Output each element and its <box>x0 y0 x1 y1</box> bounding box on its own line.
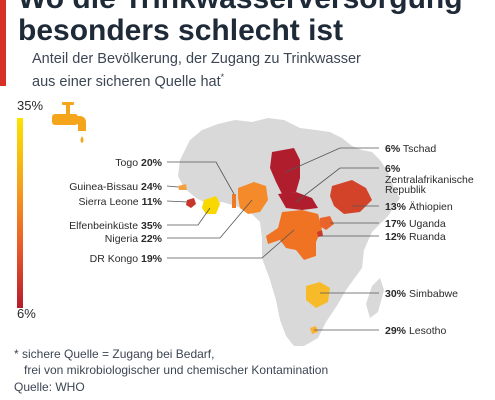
label-dr-kongo-pct: 19% <box>141 253 163 265</box>
label-zar-name-line-1: Zentralafrikanische <box>385 174 474 186</box>
leader-line-sierra-leone <box>166 200 189 203</box>
africa-map: 35% 6% Togo 20% <box>17 98 477 346</box>
leader-line-tschad <box>285 147 379 173</box>
label-togo: Togo 20% <box>115 157 162 169</box>
label-zar: 6% Zentralafrikanische Republik <box>385 163 477 196</box>
country-togo[interactable] <box>232 194 236 208</box>
footnote: * sichere Quelle = Zugang bei Bedarf, fr… <box>14 346 328 378</box>
label-tschad-name: Tschad <box>403 143 436 155</box>
source-note: Quelle: WHO <box>14 380 85 394</box>
label-uganda-name: Uganda <box>409 218 446 230</box>
label-sierra-leone-pct: 11% <box>142 196 163 208</box>
leader-line-zar <box>295 167 379 203</box>
madagascar-landmass <box>366 278 384 318</box>
subtitle: Anteil der Bevölkerung, der Zugang zu Tr… <box>32 50 361 91</box>
label-tschad: 6% Tschad <box>385 143 436 155</box>
subtitle-footnote-mark: * <box>220 72 225 82</box>
leader-lines <box>166 147 379 331</box>
country-dr-kongo[interactable] <box>266 210 322 260</box>
label-simbabwe-name: Simbabwe <box>409 288 458 300</box>
leader-line-dr-kongo <box>167 229 295 259</box>
label-guinea-bissau: Guinea-Bissau 24% <box>69 181 162 193</box>
label-dr-kongo: DR Kongo 19% <box>90 253 163 265</box>
country-elfenbeinkueste[interactable] <box>202 196 220 214</box>
label-zar-name-line-2: Republik <box>385 184 427 196</box>
subtitle-line-1: Anteil der Bevölkerung, der Zugang zu Tr… <box>32 51 361 67</box>
label-sierra-leone-name: Sierra Leone <box>79 196 139 208</box>
country-zentralafrikanische-republik[interactable] <box>278 192 318 210</box>
label-ruanda-pct: 12% <box>385 231 407 243</box>
label-sierra-leone: Sierra Leone 11% <box>79 196 163 208</box>
water-tap-icon <box>52 102 86 143</box>
legend-max-label: 35% <box>17 98 43 113</box>
leader-line-togo <box>167 161 235 195</box>
label-guinea-bissau-name: Guinea-Bissau <box>69 181 138 193</box>
label-simbabwe-pct: 30% <box>385 288 407 300</box>
title-line-1: Wo die Trinkwasserversorgung <box>18 0 463 16</box>
label-lesotho-pct: 29% <box>385 325 407 337</box>
country-sierra-leone[interactable] <box>186 198 196 208</box>
label-ruanda-name: Ruanda <box>409 231 446 243</box>
subtitle-line-2: aus einer sicheren Quelle hat <box>32 73 221 90</box>
country-uganda[interactable] <box>320 216 334 230</box>
label-aethiopien-name: Äthiopien <box>409 201 453 213</box>
label-simbabwe: 30% Simbabwe <box>385 288 458 300</box>
leader-line-elfenbeinkueste <box>167 207 211 226</box>
label-dr-kongo-name: DR Kongo <box>90 253 139 265</box>
label-elfenbeinkueste-pct: 35% <box>141 220 163 232</box>
country-guinea-bissau[interactable] <box>178 184 187 190</box>
label-elfenbeinkueste-name: Elfenbeinküste <box>69 220 138 232</box>
label-lesotho-name: Lesotho <box>409 325 447 337</box>
label-lesotho: 29% Lesotho <box>385 325 446 337</box>
label-ruanda: 12% Ruanda <box>385 231 446 243</box>
label-togo-pct: 20% <box>141 157 163 169</box>
title-line-2: besonders schlecht ist <box>18 14 344 47</box>
leader-line-guinea-bissau <box>166 185 179 188</box>
accent-bar <box>0 0 6 86</box>
country-ruanda[interactable] <box>317 230 323 237</box>
label-uganda-pct: 17% <box>385 218 407 230</box>
label-aethiopien-pct: 13% <box>385 201 407 213</box>
label-aethiopien: 13% Äthiopien <box>385 201 453 213</box>
label-togo-name: Togo <box>115 157 138 169</box>
label-tschad-pct: 6% <box>385 143 401 155</box>
label-nigeria-pct: 22% <box>141 233 163 245</box>
legend-min-label: 6% <box>17 306 36 321</box>
label-zar-pct: 6% <box>385 163 401 175</box>
country-aethiopien[interactable] <box>330 180 372 214</box>
label-nigeria-name: Nigeria <box>105 233 138 245</box>
leader-line-nigeria <box>167 199 253 239</box>
label-uganda: 17% Uganda <box>385 218 446 230</box>
label-guinea-bissau-pct: 24% <box>141 181 163 193</box>
legend-gradient-bar <box>17 118 23 308</box>
footnote-line-2: frei von mikrobiologischer und chemische… <box>24 363 329 377</box>
footnote-line-1: * sichere Quelle = Zugang bei Bedarf, <box>14 347 215 361</box>
label-elfenbeinkueste: Elfenbeinküste 35% <box>69 220 162 232</box>
label-nigeria: Nigeria 22% <box>105 233 163 245</box>
country-tschad[interactable] <box>270 148 300 194</box>
country-nigeria[interactable] <box>238 182 268 214</box>
country-simbabwe[interactable] <box>306 282 330 308</box>
